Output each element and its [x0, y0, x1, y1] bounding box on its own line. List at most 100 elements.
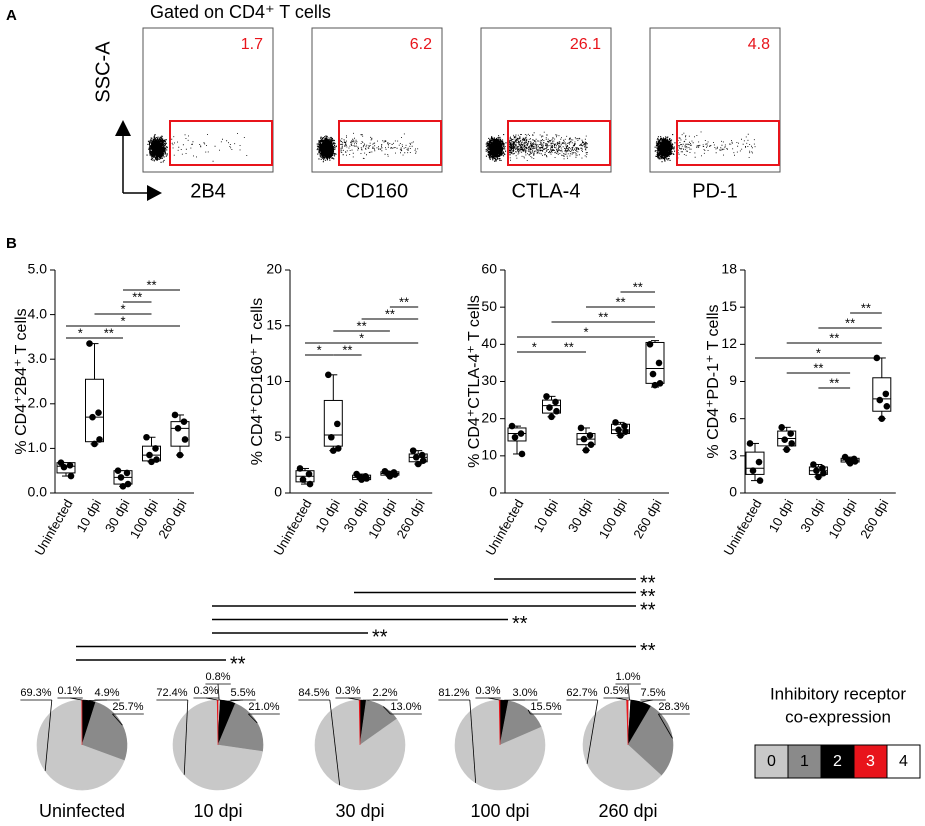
data-point: [328, 433, 335, 441]
data-point: [621, 422, 628, 430]
leader-line: [627, 683, 630, 701]
significance-label: **: [399, 294, 409, 309]
flow-plot-frame: [311, 27, 443, 173]
data-point: [124, 480, 132, 488]
panel-letter: A: [6, 7, 17, 24]
data-point: [180, 418, 188, 425]
y-tick-label: 0: [489, 484, 497, 500]
significance-label: **: [633, 279, 643, 294]
pie-title: 260 dpi: [598, 801, 657, 821]
data-point: [815, 473, 822, 481]
significance-label: *: [816, 345, 821, 360]
y-tick-label: 0: [274, 484, 282, 500]
slice-label: 0.8%: [205, 671, 230, 683]
data-point: [66, 462, 74, 469]
x-tick-label: 260 dpi: [155, 497, 189, 542]
data-point: [586, 432, 594, 439]
significance-label: **: [640, 599, 656, 621]
data-point: [67, 472, 75, 480]
data-point: [123, 469, 131, 477]
data-point: [651, 381, 659, 389]
data-point: [148, 458, 155, 466]
significance-label: *: [78, 325, 83, 340]
gate: [338, 120, 442, 166]
data-point: [813, 467, 820, 475]
data-point: [334, 420, 341, 428]
gate: [676, 120, 780, 166]
slice-label: 62.7%: [566, 687, 597, 699]
legend-label: 3: [866, 753, 875, 770]
slice-label: 69.3%: [20, 687, 51, 699]
significance-label: **: [640, 640, 656, 662]
y-tick-label: 12: [721, 335, 737, 351]
data-point: [296, 465, 304, 472]
legend-label: 4: [899, 753, 908, 770]
data-point: [330, 447, 337, 454]
significance-label: *: [120, 313, 125, 328]
significance-label: **: [813, 360, 823, 375]
slice-label: 3.0%: [512, 687, 537, 699]
significance-label: **: [861, 300, 871, 315]
data-point: [119, 483, 127, 490]
data-point: [391, 471, 399, 478]
data-point: [749, 467, 757, 475]
leader-line: [88, 699, 108, 701]
data-point: [548, 413, 555, 421]
leader-line: [183, 699, 189, 775]
data-point: [518, 450, 526, 458]
leader-line: [615, 697, 628, 701]
data-point: [386, 472, 394, 480]
y-axis-label: % CD4⁺2B4⁺ T cells: [13, 308, 30, 454]
y-tick-label: 4.0: [28, 305, 48, 321]
leader-line: [205, 697, 218, 701]
x-tick-label: 30 dpi: [797, 497, 828, 535]
x-tick-label: 100 dpi: [825, 497, 859, 542]
x-tick-label: 10 dpi: [766, 497, 797, 535]
data-point: [546, 404, 553, 411]
data-point: [617, 432, 624, 439]
significance-label: **: [845, 315, 855, 330]
data-point: [508, 422, 516, 430]
slice-label: 0.1%: [57, 685, 82, 697]
data-point: [746, 440, 754, 447]
leader-line: [586, 699, 599, 764]
data-point: [878, 415, 886, 422]
significance-label: **: [104, 325, 114, 340]
legend-title: co-expression: [785, 707, 891, 726]
significance-label: **: [385, 306, 395, 321]
y-tick-label: 2.0: [28, 395, 48, 411]
data-point: [656, 380, 664, 387]
arrow-head: [115, 120, 131, 136]
data-point: [553, 407, 560, 415]
data-point: [95, 409, 102, 417]
y-tick-label: 40: [481, 335, 497, 351]
data-point: [418, 451, 426, 459]
legend-swatch: [754, 744, 789, 779]
significance-label: **: [146, 277, 156, 292]
y-tick-label: 10: [481, 447, 497, 463]
data-point: [755, 458, 763, 466]
x-tick-label: Uninfected: [32, 497, 76, 558]
data-point: [580, 435, 588, 443]
legend-swatch: [787, 744, 822, 779]
x-tick-label: 10 dpi: [312, 497, 343, 535]
data-point: [846, 459, 854, 467]
slice-label: 81.2%: [438, 687, 469, 699]
data-point: [419, 457, 427, 464]
y-axis-label: SSC-A: [92, 41, 114, 103]
flow-plot-frame: [142, 27, 274, 173]
data-point: [517, 430, 525, 437]
significance-label: **: [640, 572, 656, 594]
data-point: [306, 480, 314, 488]
marker-label: 2B4: [190, 180, 226, 202]
y-axis-label: % CD4⁺PD-1⁺ T cells: [705, 304, 722, 458]
significance-label: *: [317, 342, 322, 357]
data-point: [414, 460, 422, 468]
data-point: [409, 447, 417, 454]
leader-line: [329, 699, 341, 786]
data-point: [511, 433, 519, 441]
significance-label: **: [615, 294, 625, 309]
data-point: [655, 359, 663, 367]
x-tick-label: 10 dpi: [530, 497, 561, 535]
